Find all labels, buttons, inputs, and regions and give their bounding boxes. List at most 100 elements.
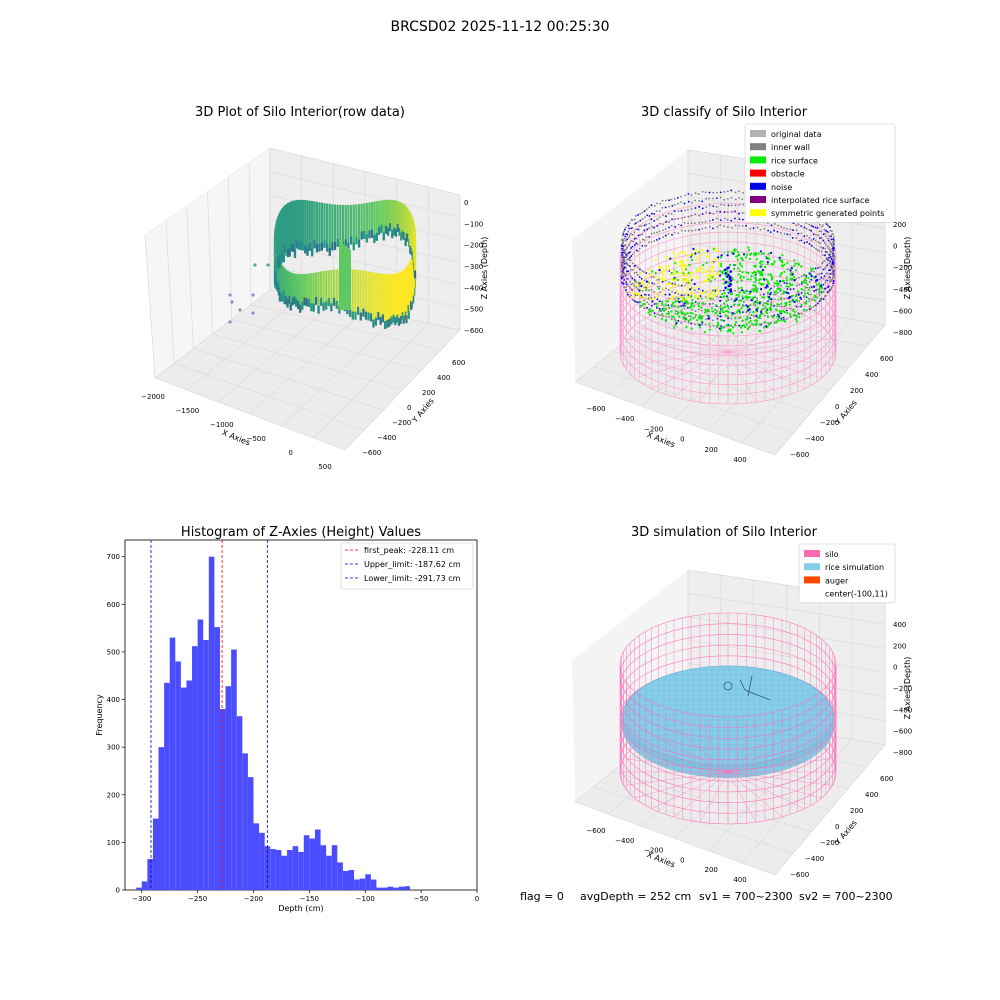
- classify-surface-point: [786, 261, 789, 264]
- classify-wall-point: [734, 204, 737, 207]
- histogram-x-ticks: −300 −250 −200 −150 −100 −50 0: [132, 890, 479, 903]
- simulation-y-tick-label: −400: [805, 855, 824, 863]
- panel-raw-3d: 3D Plot of Silo Interior(row data) −2000…: [141, 105, 489, 471]
- classify-surface-point: [770, 298, 773, 301]
- classify-wall-point: [749, 227, 752, 230]
- classify-surface-point: [654, 275, 658, 279]
- classify-wall-point: [665, 315, 667, 318]
- classify-surface-point: [642, 296, 645, 299]
- classify-wall-point: [727, 291, 730, 294]
- classify-wall-point: [697, 193, 700, 195]
- classify-surface-point: [748, 312, 751, 315]
- classify-surface-point: [764, 286, 768, 289]
- classify-surface-point: [640, 285, 643, 288]
- classify-surface-point: [698, 326, 702, 329]
- classify-surface-point: [658, 266, 661, 269]
- classify-wall-point: [637, 214, 639, 216]
- classify-wall-point: [715, 206, 718, 208]
- classify-legend-swatch: [750, 156, 766, 164]
- classify-surface-point: [738, 311, 742, 315]
- classify-surface-point: [668, 273, 671, 277]
- classify-surface-point: [681, 267, 684, 270]
- classify-surface-point: [806, 292, 810, 295]
- classify-surface-point: [690, 327, 693, 330]
- classify-surface-point: [767, 252, 770, 255]
- classify-surface-point: [690, 295, 693, 298]
- classify-surface-point: [714, 286, 717, 289]
- classify-wall-point: [829, 229, 832, 232]
- classify-surface-point: [725, 299, 728, 303]
- classify-surface-point: [753, 281, 756, 284]
- classify-wall-point: [712, 197, 714, 200]
- classify-wall-point: [650, 240, 653, 243]
- classify-wall-point: [628, 295, 631, 298]
- classify-surface-point: [749, 253, 752, 256]
- classify-wall-point: [628, 242, 631, 245]
- classify-wall-point: [812, 306, 815, 308]
- classify-surface-point: [722, 302, 726, 305]
- classify-wall-point: [639, 282, 641, 285]
- classify-wall-point: [622, 245, 625, 248]
- classify-surface-point: [810, 275, 813, 278]
- classify-wall-point: [723, 217, 726, 220]
- classify-z-label: Z Axies (Depth): [903, 237, 912, 300]
- silo-floor-line: [727, 351, 822, 379]
- classify-surface-point: [683, 302, 686, 305]
- classify-wall-point: [812, 237, 815, 240]
- classify-wall-point: [625, 248, 628, 250]
- classify-wall-point: [648, 222, 651, 225]
- classify-wall-point: [623, 259, 625, 262]
- histogram-bar: [164, 682, 170, 890]
- classify-surface-point: [751, 297, 754, 300]
- raw-x-tick-label: −1500: [176, 407, 200, 415]
- classify-wall-point: [818, 242, 821, 245]
- classify-surface-point: [711, 295, 714, 298]
- classify-surface-point: [688, 263, 691, 267]
- histogram-bar: [158, 747, 165, 890]
- histogram-bar: [320, 845, 327, 890]
- classify-surface-point: [654, 271, 657, 275]
- classify-surface-point: [749, 290, 752, 293]
- classify-surface-point: [715, 289, 718, 292]
- classify-surface-point: [664, 265, 667, 268]
- classify-wall-point: [653, 296, 656, 299]
- classify-surface-point: [682, 304, 685, 307]
- histogram-bar: [298, 851, 304, 890]
- classify-wall-point: [708, 204, 711, 206]
- classify-surface-point: [793, 313, 796, 316]
- classify-surface-point: [686, 302, 689, 305]
- classify-surface-point: [679, 250, 682, 254]
- classify-wall-point: [826, 251, 829, 253]
- classify-surface-point: [734, 255, 738, 258]
- classify-surface-point: [770, 262, 773, 266]
- classify-wall-point: [820, 230, 823, 233]
- classify-wall-point: [627, 236, 630, 239]
- classify-wall-point: [770, 291, 772, 294]
- classify-wall-point: [723, 319, 725, 322]
- classify-wall-point: [626, 246, 629, 249]
- histogram-bar: [382, 887, 388, 890]
- classify-wall-point: [810, 224, 813, 227]
- classify-surface-point: [680, 309, 683, 312]
- classify-surface-point: [706, 249, 709, 252]
- classify-wall-point: [795, 284, 798, 287]
- classify-wall-point: [820, 272, 823, 275]
- classify-surface-point: [781, 265, 785, 268]
- classify-surface-point: [655, 292, 658, 295]
- classify-surface-point: [778, 303, 781, 306]
- classify-surface-point: [711, 270, 714, 273]
- classify-wall-point: [712, 298, 715, 301]
- auger-center-marker: [723, 681, 733, 691]
- classify-surface-point: [802, 280, 805, 283]
- classify-points: [620, 189, 836, 335]
- classify-wall-point: [797, 305, 800, 308]
- classify-wall-point: [827, 239, 830, 242]
- classify-surface-point: [685, 272, 688, 275]
- classify-surface-point: [739, 316, 742, 319]
- raw-x-tick-label: −2000: [141, 393, 165, 401]
- classify-wall-point: [701, 190, 704, 193]
- classify-surface-point: [786, 311, 789, 315]
- classify-wall-point: [635, 242, 638, 245]
- classify-surface-point: [661, 303, 664, 306]
- classify-wall-point: [620, 254, 623, 256]
